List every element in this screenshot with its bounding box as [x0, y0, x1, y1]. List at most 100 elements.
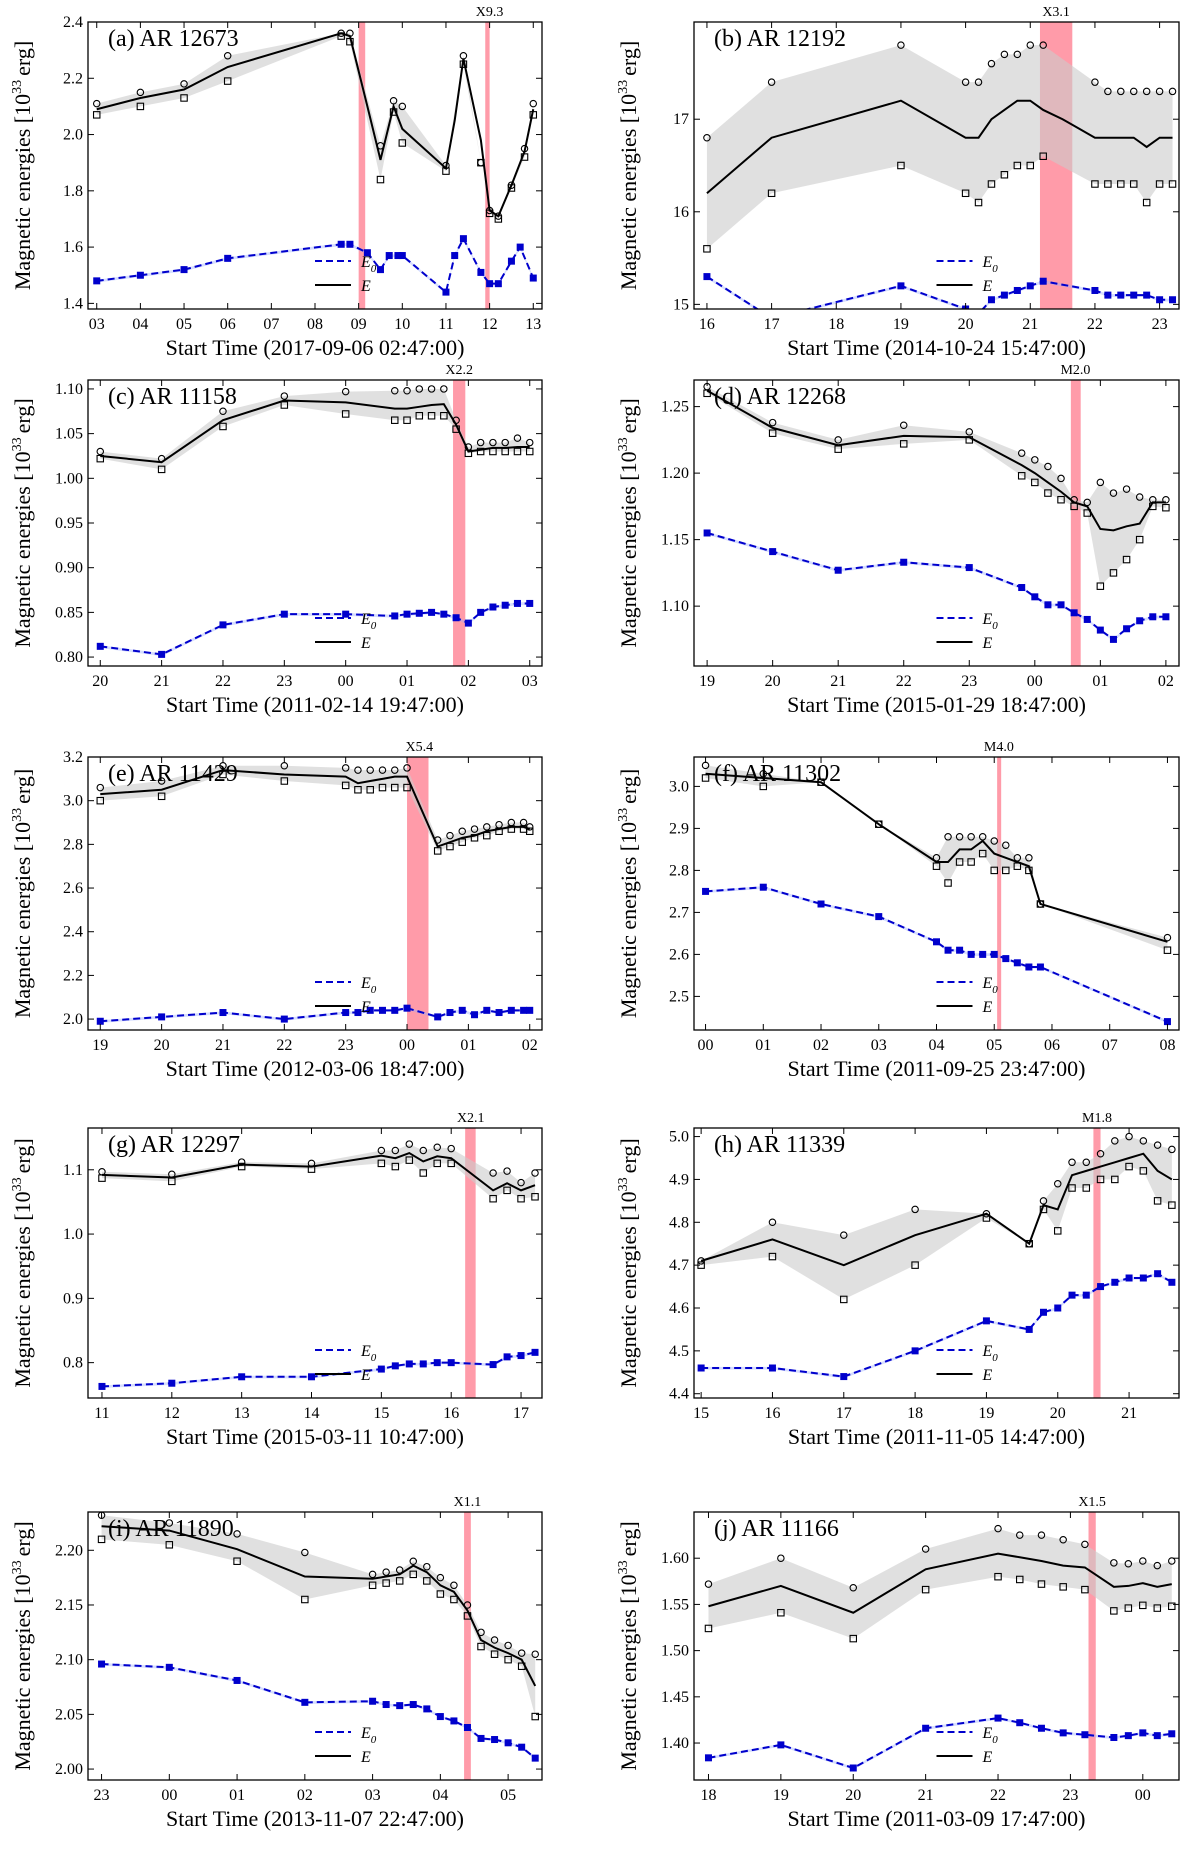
y-axis-label-main: Magnetic energies [10 — [616, 1191, 641, 1387]
legend-e0-subscript: 0 — [992, 1352, 998, 1364]
e0-point — [446, 1009, 454, 1017]
panel-title: (f) AR 11302 — [714, 761, 841, 787]
x-tick-label: 03 — [871, 1037, 887, 1054]
e0-point — [1124, 1732, 1132, 1740]
e0-point — [301, 1698, 309, 1706]
e-lower-point — [1013, 161, 1022, 170]
e-upper-point — [1139, 1137, 1148, 1145]
e0-point — [168, 1379, 176, 1387]
e-lower-point — [1036, 900, 1045, 908]
y-tick-label: 2.6 — [669, 946, 689, 963]
e-upper-point — [389, 97, 398, 105]
e-lower-point — [490, 1650, 499, 1658]
x-tick-label: 00 — [338, 673, 354, 690]
legend-e0-subscript: 0 — [992, 984, 998, 996]
e0-point — [219, 621, 227, 629]
x-tick-label: 22 — [1087, 316, 1103, 333]
x-tick-label: 23 — [1062, 1787, 1078, 1804]
y-tick-label: 3.2 — [63, 749, 83, 766]
e-upper-point — [1096, 1149, 1105, 1158]
e-lower-point — [1059, 1583, 1067, 1591]
axes-frame — [693, 1127, 1180, 1399]
e-upper-point — [1044, 462, 1052, 471]
e-uncertainty-band — [96, 33, 534, 219]
x-tick-label: 03 — [522, 673, 538, 690]
e-lower-point — [875, 820, 883, 828]
e0-point — [376, 266, 384, 274]
e-upper-point — [470, 825, 479, 833]
e-upper-point — [501, 438, 509, 447]
x-tick-label: 23 — [338, 1037, 354, 1054]
e-upper-point — [436, 1573, 445, 1582]
y-tick-label: 4.5 — [669, 1343, 689, 1360]
y-axis-label-unit: erg] — [10, 1521, 35, 1556]
e-lower-point — [458, 838, 466, 846]
e-upper-point — [391, 766, 399, 774]
e-upper-point — [768, 1218, 777, 1227]
flare-class-label: X1.5 — [1078, 1495, 1106, 1510]
x-tick-label: 01 — [229, 1787, 245, 1804]
e0-point — [1123, 625, 1131, 633]
e-lower-point — [464, 449, 473, 458]
e0-point — [1104, 291, 1112, 299]
legend-e0-subscript: 0 — [992, 1734, 998, 1746]
e-lower-point — [219, 422, 227, 431]
e-lower-point — [1125, 1162, 1133, 1171]
flare-span — [1093, 1128, 1101, 1398]
x-tick-label: 22 — [896, 673, 912, 690]
e0-point — [459, 235, 467, 243]
y-axis-label: Magnetic energies [1033 erg] — [10, 1138, 35, 1387]
e-lower-point — [982, 1214, 991, 1222]
e-series-line — [706, 389, 1166, 532]
e0-uncertainty-band — [708, 1717, 1172, 1770]
e0-point — [477, 608, 485, 616]
e0-point — [768, 1364, 776, 1372]
e0-point — [1136, 617, 1144, 625]
e0-point — [346, 240, 354, 248]
e-lower-point — [525, 827, 534, 836]
e-upper-point — [341, 387, 350, 396]
e-upper-point — [1163, 933, 1172, 942]
x-tick-label: 08 — [1159, 1037, 1175, 1054]
plot-area — [98, 1128, 539, 1398]
e-lower-point — [157, 792, 166, 801]
e-upper-point — [1104, 87, 1112, 96]
e-lower-point — [1168, 1602, 1176, 1611]
e-lower-point — [517, 1194, 525, 1203]
e-upper-point — [531, 1169, 539, 1177]
e0-point — [526, 1006, 534, 1014]
e0-point — [398, 252, 406, 260]
e-lower-point — [1013, 862, 1022, 870]
e0-point — [1163, 1018, 1171, 1026]
e0-point — [434, 1013, 442, 1021]
e0-point — [1025, 963, 1033, 971]
e-upper-point — [477, 1628, 485, 1637]
legend-e0-subscript: 0 — [371, 984, 377, 996]
e-lower-point — [768, 1252, 777, 1261]
e-upper-point — [366, 766, 374, 774]
e-lower-point — [1068, 1184, 1076, 1192]
e-upper-point — [403, 764, 411, 772]
y-axis-label: Magnetic energies [1033 erg] — [10, 769, 35, 1018]
e0-point — [363, 249, 371, 257]
e-lower-point — [1129, 180, 1138, 188]
e-upper-point — [354, 766, 362, 774]
e-lower-point — [470, 834, 479, 842]
e0-point — [1039, 1308, 1047, 1316]
x-tick-label: 01 — [1092, 673, 1108, 690]
y-tick-label: 1.60 — [661, 1550, 689, 1567]
y-axis-label: Magnetic energies [1033 erg] — [10, 398, 35, 647]
e-upper-point — [932, 854, 941, 862]
e-lower-point — [1163, 946, 1172, 954]
e0-point — [1149, 613, 1157, 621]
e0-point — [486, 280, 494, 288]
e-lower-point — [1096, 1175, 1105, 1184]
e0-point — [834, 566, 842, 574]
e-upper-point — [180, 80, 188, 88]
e0-point — [1016, 1719, 1024, 1727]
e-upper-point — [427, 385, 436, 393]
x-tick-label: 20 — [958, 316, 974, 333]
e-lower-point — [280, 777, 289, 785]
e0-point — [342, 610, 350, 618]
y-axis-label-unit: erg] — [616, 41, 641, 76]
